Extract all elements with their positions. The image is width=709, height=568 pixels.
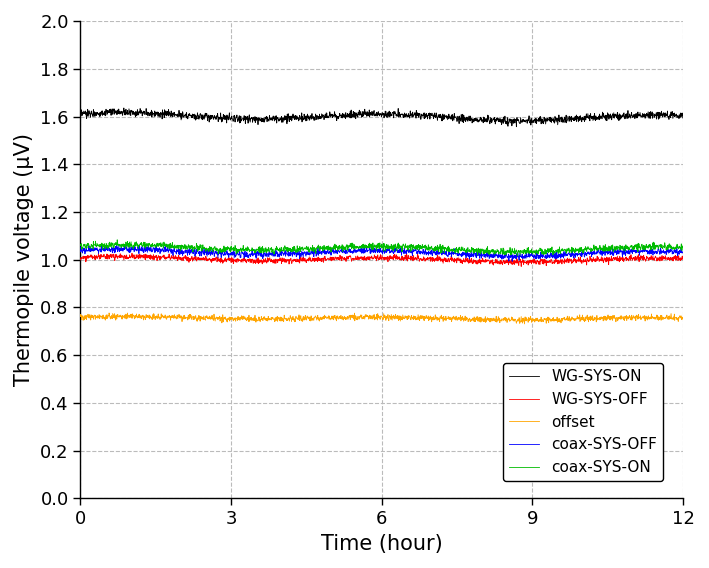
coax-SYS-ON	[662, 247, 671, 253]
coax-SYS-OFF	[76, 244, 84, 250]
WG-SYS-ON	[512, 123, 520, 130]
X-axis label: Time (hour): Time (hour)	[321, 533, 442, 554]
coax-SYS-ON	[369, 245, 378, 252]
WG-SYS-OFF	[354, 253, 362, 260]
WG-SYS-OFF	[107, 254, 116, 261]
WG-SYS-OFF	[517, 263, 525, 270]
Line: WG-SYS-OFF: WG-SYS-OFF	[80, 253, 683, 266]
coax-SYS-OFF	[552, 249, 560, 256]
WG-SYS-OFF	[369, 255, 378, 262]
coax-SYS-OFF	[679, 248, 687, 255]
offset	[105, 310, 113, 316]
Legend: WG-SYS-ON, WG-SYS-OFF, offset, coax-SYS-OFF, coax-SYS-ON: WG-SYS-ON, WG-SYS-OFF, offset, coax-SYS-…	[503, 364, 664, 481]
coax-SYS-ON	[661, 244, 670, 251]
WG-SYS-ON	[679, 115, 687, 122]
offset	[520, 320, 529, 327]
WG-SYS-ON	[661, 111, 670, 118]
offset	[76, 313, 84, 320]
Y-axis label: Thermopile voltage (μV): Thermopile voltage (μV)	[14, 133, 35, 386]
offset	[552, 317, 560, 324]
coax-SYS-ON	[513, 252, 522, 259]
coax-SYS-OFF	[354, 247, 362, 253]
WG-SYS-ON	[552, 116, 560, 123]
coax-SYS-ON	[552, 247, 560, 254]
offset	[662, 314, 671, 320]
WG-SYS-OFF	[552, 257, 560, 264]
WG-SYS-ON	[662, 112, 671, 119]
coax-SYS-ON	[113, 236, 121, 243]
WG-SYS-OFF	[94, 249, 103, 256]
offset	[661, 315, 670, 321]
coax-SYS-OFF	[661, 248, 670, 254]
WG-SYS-OFF	[661, 254, 670, 261]
coax-SYS-OFF	[100, 241, 108, 248]
WG-SYS-OFF	[679, 256, 687, 263]
offset	[107, 312, 116, 319]
coax-SYS-OFF	[107, 245, 116, 252]
WG-SYS-ON	[76, 107, 84, 114]
offset	[679, 314, 687, 321]
coax-SYS-ON	[679, 242, 687, 249]
coax-SYS-ON	[354, 243, 362, 250]
WG-SYS-ON	[107, 112, 116, 119]
WG-SYS-ON	[120, 105, 128, 111]
coax-SYS-OFF	[662, 251, 671, 258]
coax-SYS-ON	[107, 239, 116, 246]
coax-SYS-OFF	[369, 249, 378, 256]
WG-SYS-OFF	[76, 256, 84, 263]
coax-SYS-OFF	[508, 258, 516, 265]
coax-SYS-ON	[76, 241, 84, 248]
WG-SYS-ON	[354, 114, 362, 120]
Line: offset: offset	[80, 313, 683, 324]
Line: WG-SYS-ON: WG-SYS-ON	[80, 108, 683, 127]
offset	[354, 313, 362, 320]
WG-SYS-OFF	[662, 255, 671, 262]
offset	[369, 312, 378, 319]
Line: coax-SYS-OFF: coax-SYS-OFF	[80, 245, 683, 261]
WG-SYS-ON	[369, 108, 378, 115]
Line: coax-SYS-ON: coax-SYS-ON	[80, 240, 683, 256]
